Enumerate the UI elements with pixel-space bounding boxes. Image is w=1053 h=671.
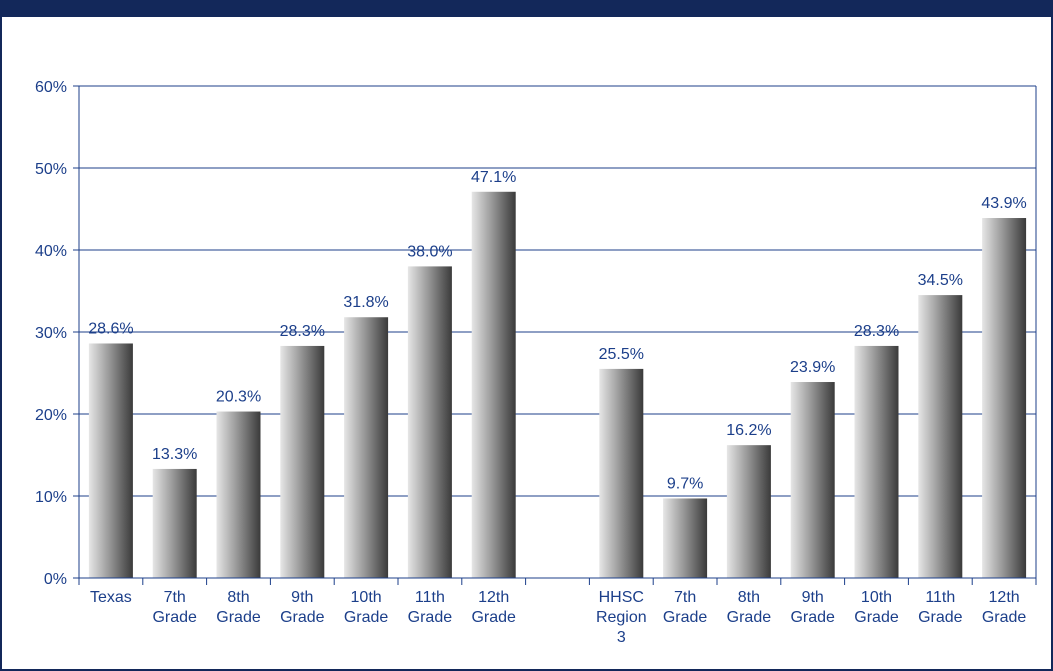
x-tick-label: 8th Grade: [216, 589, 261, 626]
x-tick-label: 11th Grade: [408, 589, 453, 626]
data-label: 28.6%: [88, 320, 133, 337]
data-label: 38.0%: [407, 243, 452, 260]
data-labels: 28.6% 13.3% 20.3% 28.3% 31.8% 38.0% 47.1% 25.5%…: [88, 169, 1027, 493]
bar: [854, 345, 899, 578]
y-tick-label: 10%: [35, 489, 67, 506]
data-label: 28.3%: [854, 323, 899, 340]
data-label: 34.5%: [918, 272, 963, 289]
bar: [726, 445, 771, 578]
x-tick-label: 12th Grade: [982, 589, 1027, 626]
bar: [216, 411, 261, 578]
x-tick-label: HHSC Region 3: [596, 589, 647, 646]
bar: [982, 218, 1027, 578]
y-tick-label: 60%: [35, 79, 67, 96]
bar: [344, 317, 389, 578]
x-tick-label: 7th Grade: [663, 589, 708, 626]
data-label: 9.7%: [667, 475, 703, 492]
x-tick-label: 11th Grade: [918, 589, 963, 626]
bar: [663, 498, 708, 578]
data-label: 28.3%: [280, 323, 325, 340]
x-tick-label: 12th Grade: [471, 589, 516, 626]
bar: [152, 468, 197, 578]
bar: [918, 295, 963, 578]
x-tick-label: 8th Grade: [727, 589, 772, 626]
data-label: 31.8%: [343, 294, 388, 311]
bar: [280, 345, 325, 578]
x-tick-label: 10th Grade: [344, 589, 389, 626]
x-tick-label: Texas: [90, 589, 132, 606]
y-tick-label: 20%: [35, 407, 67, 424]
data-label: 20.3%: [216, 389, 261, 406]
x-tick-label: 10th Grade: [854, 589, 899, 626]
data-label: 47.1%: [471, 169, 516, 186]
data-label: 16.2%: [726, 422, 771, 439]
y-tick-label: 40%: [35, 243, 67, 260]
y-tick-label: 50%: [35, 161, 67, 178]
data-label: 43.9%: [981, 195, 1026, 212]
axes: [73, 85, 1037, 585]
x-tick-label: 9th Grade: [790, 589, 835, 626]
bars: [88, 191, 1027, 578]
y-tick-labels: 0% 10% 20% 30% 40% 50% 60%: [35, 79, 67, 588]
data-label: 23.9%: [790, 359, 835, 376]
x-tick-label: 7th Grade: [152, 589, 197, 626]
bar: [88, 343, 133, 578]
y-tick-label: 0%: [44, 571, 67, 588]
y-tick-label: 30%: [35, 325, 67, 342]
header-bar: [0, 0, 1053, 17]
data-label: 13.3%: [152, 446, 197, 463]
bar: [790, 382, 835, 578]
x-tick-labels: Texas 7th Grade 8th Grade 9th Grade 10th Grade 11…: [90, 589, 1026, 646]
bar: [599, 368, 644, 578]
x-tick-label: 9th Grade: [280, 589, 325, 626]
bar: [407, 266, 452, 578]
data-label: 25.5%: [599, 346, 644, 363]
bar: [471, 191, 516, 578]
